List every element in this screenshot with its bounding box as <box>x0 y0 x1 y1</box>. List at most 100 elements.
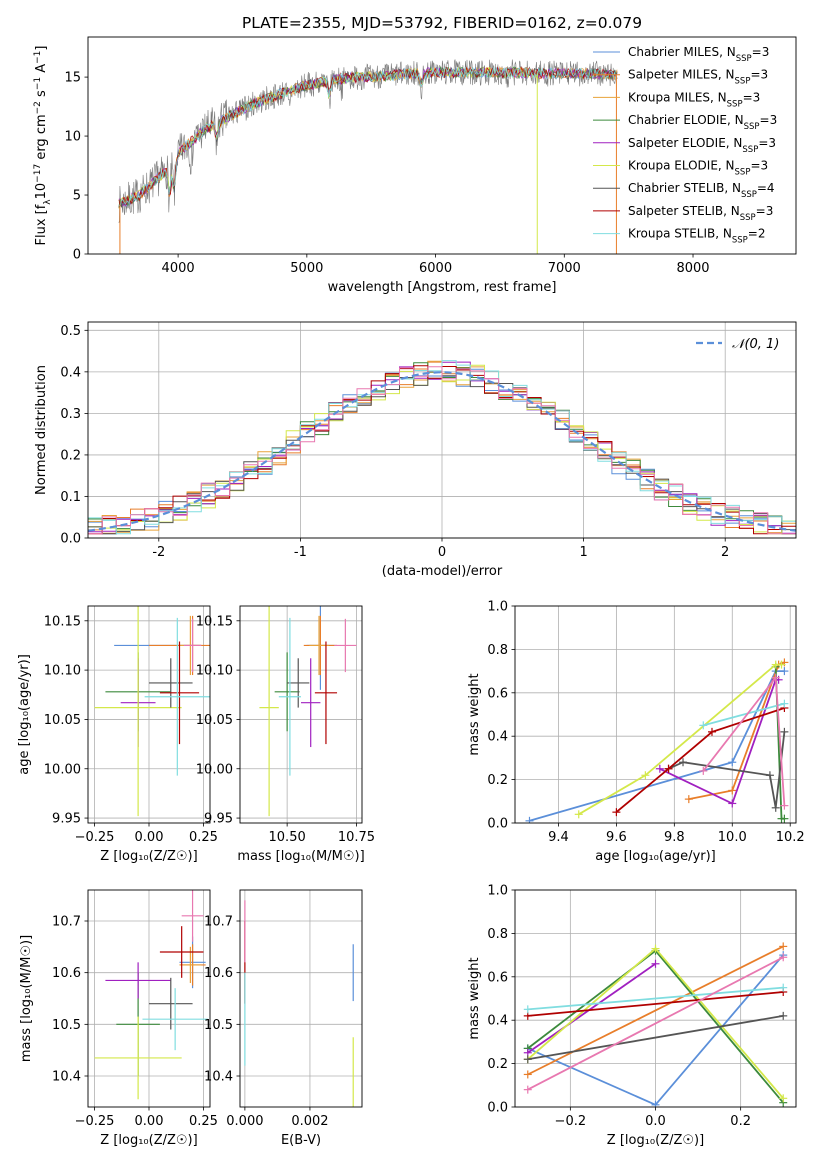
y-tick-label: 1.0 <box>487 600 508 615</box>
axes-frame <box>87 321 797 539</box>
legend-tail: =3 <box>750 68 768 82</box>
legend-tail: =3 <box>752 45 770 59</box>
x-tick-label: 0.25 <box>189 1114 218 1129</box>
legend-entry: Salpeter ELODIE, NSSP=3 <box>628 136 776 155</box>
x-tick-label: 0.00 <box>135 830 164 845</box>
y-axis-label-part: λ <box>43 199 53 205</box>
y-tick-label: 10.10 <box>196 664 233 679</box>
legend-entry: Salpeter STELIB, NSSP=3 <box>628 204 773 223</box>
y-tick-label: 10.15 <box>44 614 81 629</box>
weight-line-chabrier-stelib <box>527 1015 784 1061</box>
legend-sub: SSP <box>736 54 752 64</box>
legend-label: Chabrier MILES, N <box>628 45 736 59</box>
panel-residuals: -2 -1 0 1 2 0.0 0.1 0.2 0.3 0.4 0.5 (data-model)/er… <box>34 321 797 579</box>
x-axis-label: E(B-V) <box>281 1133 321 1148</box>
y-axis-label-part: −1 <box>33 77 43 90</box>
legend-entry: Kroupa STELIB, NSSP=2 <box>628 227 766 246</box>
model-line-salpeter-elodie <box>118 66 618 207</box>
y-axis-label-part: erg cm <box>34 114 49 163</box>
panel-mass_vs_Z: −0.25 0.00 0.25 10.4 10.5 10.6 10.7 Z [log₁₀(Z/… <box>19 889 218 1148</box>
legend-label: Kroupa MILES, N <box>628 90 727 104</box>
legend-entry-normal: 𝒩(0, 1) <box>732 337 779 352</box>
x-tick-label: 9.4 <box>548 830 569 845</box>
axes-frame <box>87 605 211 824</box>
y-axis-label-part: −1 <box>33 51 43 64</box>
y-tick-label: 0.2 <box>487 1057 508 1072</box>
y-axis-label: mass [log₁₀(M/M☉)] <box>19 935 34 1062</box>
legend-entry: Chabrier ELODIE, NSSP=3 <box>628 113 777 132</box>
x-tick-label: 10.50 <box>269 830 306 845</box>
normal-curve <box>88 371 796 532</box>
x-axis-label: Z [log₁₀(Z/Z☉)] <box>100 849 197 864</box>
y-tick-label: 0.4 <box>487 730 508 745</box>
legend-sub: SSP <box>735 168 751 178</box>
hist-kroupa-stelib <box>88 360 796 535</box>
x-axis-label: (data-model)/error <box>382 564 503 579</box>
legend-tail: =2 <box>748 227 766 241</box>
y-tick-label: 0.6 <box>487 970 508 985</box>
y-axis-label: Flux [fλ10−17 erg cm−2 s−1 A−1] <box>33 46 53 246</box>
panel-age_vs_Z: −0.25 0.00 0.25 9.95 10.00 10.05 10.10 10.15 Z [… <box>17 605 218 864</box>
y-tick-label: 9.95 <box>204 812 233 827</box>
x-tick-label: -1 <box>294 545 307 560</box>
x-tick-label: 9.6 <box>606 830 627 845</box>
y-tick-label: 10.15 <box>196 614 233 629</box>
y-tick-label: 0.0 <box>487 817 508 832</box>
legend-sub: SSP <box>732 236 748 246</box>
y-tick-label: 5 <box>73 189 81 204</box>
x-tick-label: 0.00 <box>135 1114 164 1129</box>
y-tick-label: 10 <box>64 130 81 145</box>
panel-weight_vs_Z: −0.2 0.0 0.2 0.0 0.2 0.4 0.6 0.8 1.0 Z [log₁₀(Z/Z… <box>467 884 797 1148</box>
legend-sub: SSP <box>740 213 756 223</box>
y-tick-label: 0.8 <box>487 643 508 658</box>
legend-tail: =3 <box>758 136 776 150</box>
plot-area-mass_vs_ebv <box>244 900 354 1107</box>
x-tick-label: 0 <box>438 545 446 560</box>
x-tick-label: −0.2 <box>555 1114 587 1129</box>
y-tick-label: 0.1 <box>60 490 81 505</box>
y-tick-label: 0.5 <box>60 324 81 339</box>
x-tick-label: 0.002 <box>291 1114 328 1129</box>
panel-mass_vs_ebv: 0.000 0.002 10.4 10.5 10.6 10.7 E(B-V) <box>204 889 363 1148</box>
panel-age_vs_mass: 10.50 10.75 9.95 10.00 10.05 10.10 10.15 mass [… <box>196 605 375 864</box>
model-line-kroupa-miles <box>118 66 618 204</box>
y-tick-label: 0.2 <box>487 773 508 788</box>
y-tick-label: 10.6 <box>52 966 81 981</box>
y-axis-label-part: −2 <box>33 101 43 114</box>
x-tick-label: 7000 <box>548 261 581 276</box>
y-tick-label: 10.4 <box>52 1070 81 1085</box>
weight-line-salpeter-elodie <box>527 963 657 1054</box>
x-tick-label: 0.25 <box>189 830 218 845</box>
weight-line-salpeter-elodie <box>659 678 779 805</box>
legend-sub: SSP <box>744 122 760 132</box>
y-tick-label: 0.3 <box>60 407 81 422</box>
y-axis-label: mass weight <box>467 957 482 1039</box>
legend-label: Kroupa STELIB, N <box>628 227 732 241</box>
y-tick-label: 0.2 <box>60 448 81 463</box>
y-axis-label-part: A <box>34 64 49 77</box>
legend-entry: Chabrier STELIB, NSSP=4 <box>628 181 775 200</box>
model-line-chabrier-stelib <box>118 65 618 208</box>
legend-tail: =3 <box>750 159 768 173</box>
plot-area-weight_vs_Z <box>523 942 788 1107</box>
x-tick-label: 0.000 <box>226 1114 263 1129</box>
y-axis-label-part: ] <box>34 46 49 51</box>
y-axis-label: Normed distribution <box>34 365 49 495</box>
x-tick-label: 10.0 <box>718 830 747 845</box>
weight-line-pink <box>527 956 784 1091</box>
chart-title: PLATE=2355, MJD=53792, FIBERID=0162, z=0… <box>242 14 642 32</box>
legend-tail: =3 <box>756 204 774 218</box>
x-tick-label: 4000 <box>162 261 195 276</box>
y-axis-label-part: −17 <box>33 164 43 183</box>
y-tick-label: 1.0 <box>487 884 508 899</box>
y-tick-label: 0.4 <box>60 365 81 380</box>
legend-label: Chabrier ELODIE, N <box>628 113 744 127</box>
x-axis-label: Z [log₁₀(Z/Z☉)] <box>100 1133 197 1148</box>
legend-entry: Kroupa ELODIE, NSSP=3 <box>628 159 768 178</box>
x-tick-label: 1 <box>579 545 587 560</box>
weight-line-kroupa-stelib <box>527 986 784 1011</box>
legend-label: Salpeter ELODIE, N <box>628 136 742 150</box>
y-tick-label: 10.10 <box>44 664 81 679</box>
axes-frame <box>514 889 797 1108</box>
